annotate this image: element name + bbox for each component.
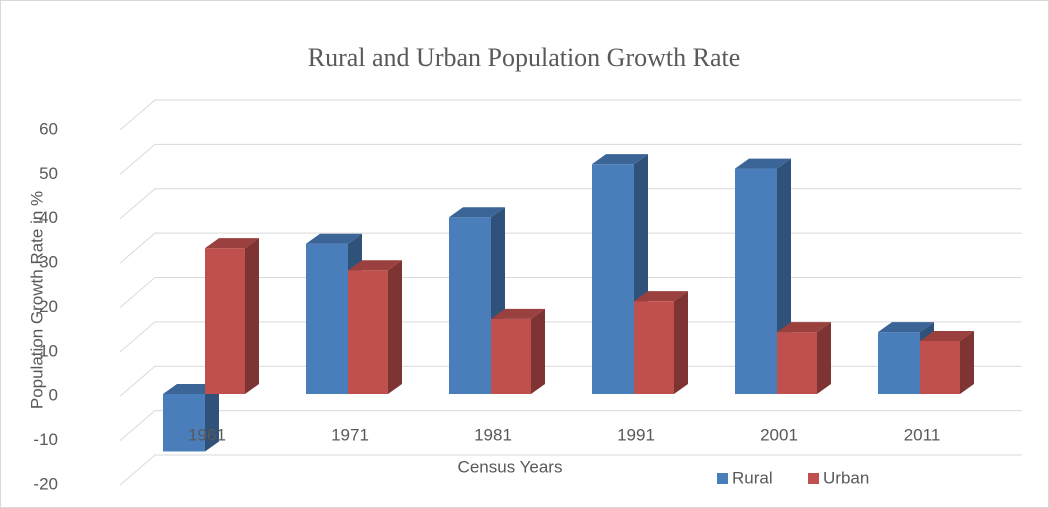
bar [449,207,505,394]
bar-front [777,332,817,394]
bar [592,154,648,394]
x-tick-label: 1981 [474,425,512,444]
bar-top [348,260,402,271]
bar-top [878,322,934,333]
bar-front [163,394,205,452]
x-tick-label: 1961 [188,425,226,444]
grid-line [119,410,1022,442]
y-tick-label: 30 [39,253,58,272]
bar-top [920,330,974,341]
x-tick-label: 1991 [617,425,655,444]
grid-line [119,188,1022,220]
legend-swatch [808,473,819,484]
labels: -20 -10 0 10 20 30 40 50 60 1961 1971 1981 1991 2001 2… [33,119,940,493]
bar-front [878,332,920,394]
y-tick-label: -20 [33,474,58,493]
bar-top [777,322,831,333]
bars [163,154,974,452]
bar-side [245,238,259,394]
bar [205,238,259,394]
grid [119,99,1022,486]
bar-top [449,207,505,218]
bar-top [735,158,791,169]
x-tick-label: 2011 [904,425,941,444]
bar-side [817,322,831,394]
y-tick-label: 60 [39,119,58,138]
y-axis-title: Population Growth Rate in % [27,191,46,409]
bar [348,260,402,394]
bar-side [674,291,688,394]
bar-top [205,238,259,249]
legend-label: Urban [823,468,869,487]
legend-swatch [717,473,728,484]
bar-front [348,270,388,394]
bar-front [592,164,634,394]
x-tick-label: 2001 [760,425,798,444]
bar [163,384,219,452]
bar-front [449,217,491,394]
chart-title: Rural and Urban Population Growth Rate [308,43,741,72]
grid-line [119,99,1022,131]
bar-front [306,243,348,394]
x-axis-title: Census Years [458,457,563,476]
grid-line [119,143,1022,175]
bar-front [205,248,245,394]
bar-top [592,154,648,165]
bar-front [491,318,531,394]
grid-line [119,321,1022,353]
bar-front [920,340,960,394]
bar-side [960,330,974,394]
x-tick-label: 1971 [331,425,369,444]
bar [491,308,545,394]
bar-side [205,384,219,452]
y-tick-label: 0 [49,386,58,405]
y-tick-label: -10 [33,430,58,449]
bar [777,322,831,394]
bar-top [491,308,545,319]
bar-top [634,291,688,302]
bar-front [634,301,674,394]
bar-top [306,233,362,244]
bar-front [735,168,777,394]
bar [634,291,688,394]
y-tick-label: 50 [39,164,58,183]
y-tick-label: 10 [39,341,58,360]
y-tick-label: 40 [39,208,58,227]
y-tick-label: 20 [39,297,58,316]
grid-line [119,365,1022,397]
grid-line [119,454,1022,486]
grid-line [119,277,1022,308]
bar [920,330,974,394]
bar-side [388,260,402,394]
grid-line [119,232,1022,264]
legend-label: Rural [732,468,773,487]
bar-side [531,308,545,394]
